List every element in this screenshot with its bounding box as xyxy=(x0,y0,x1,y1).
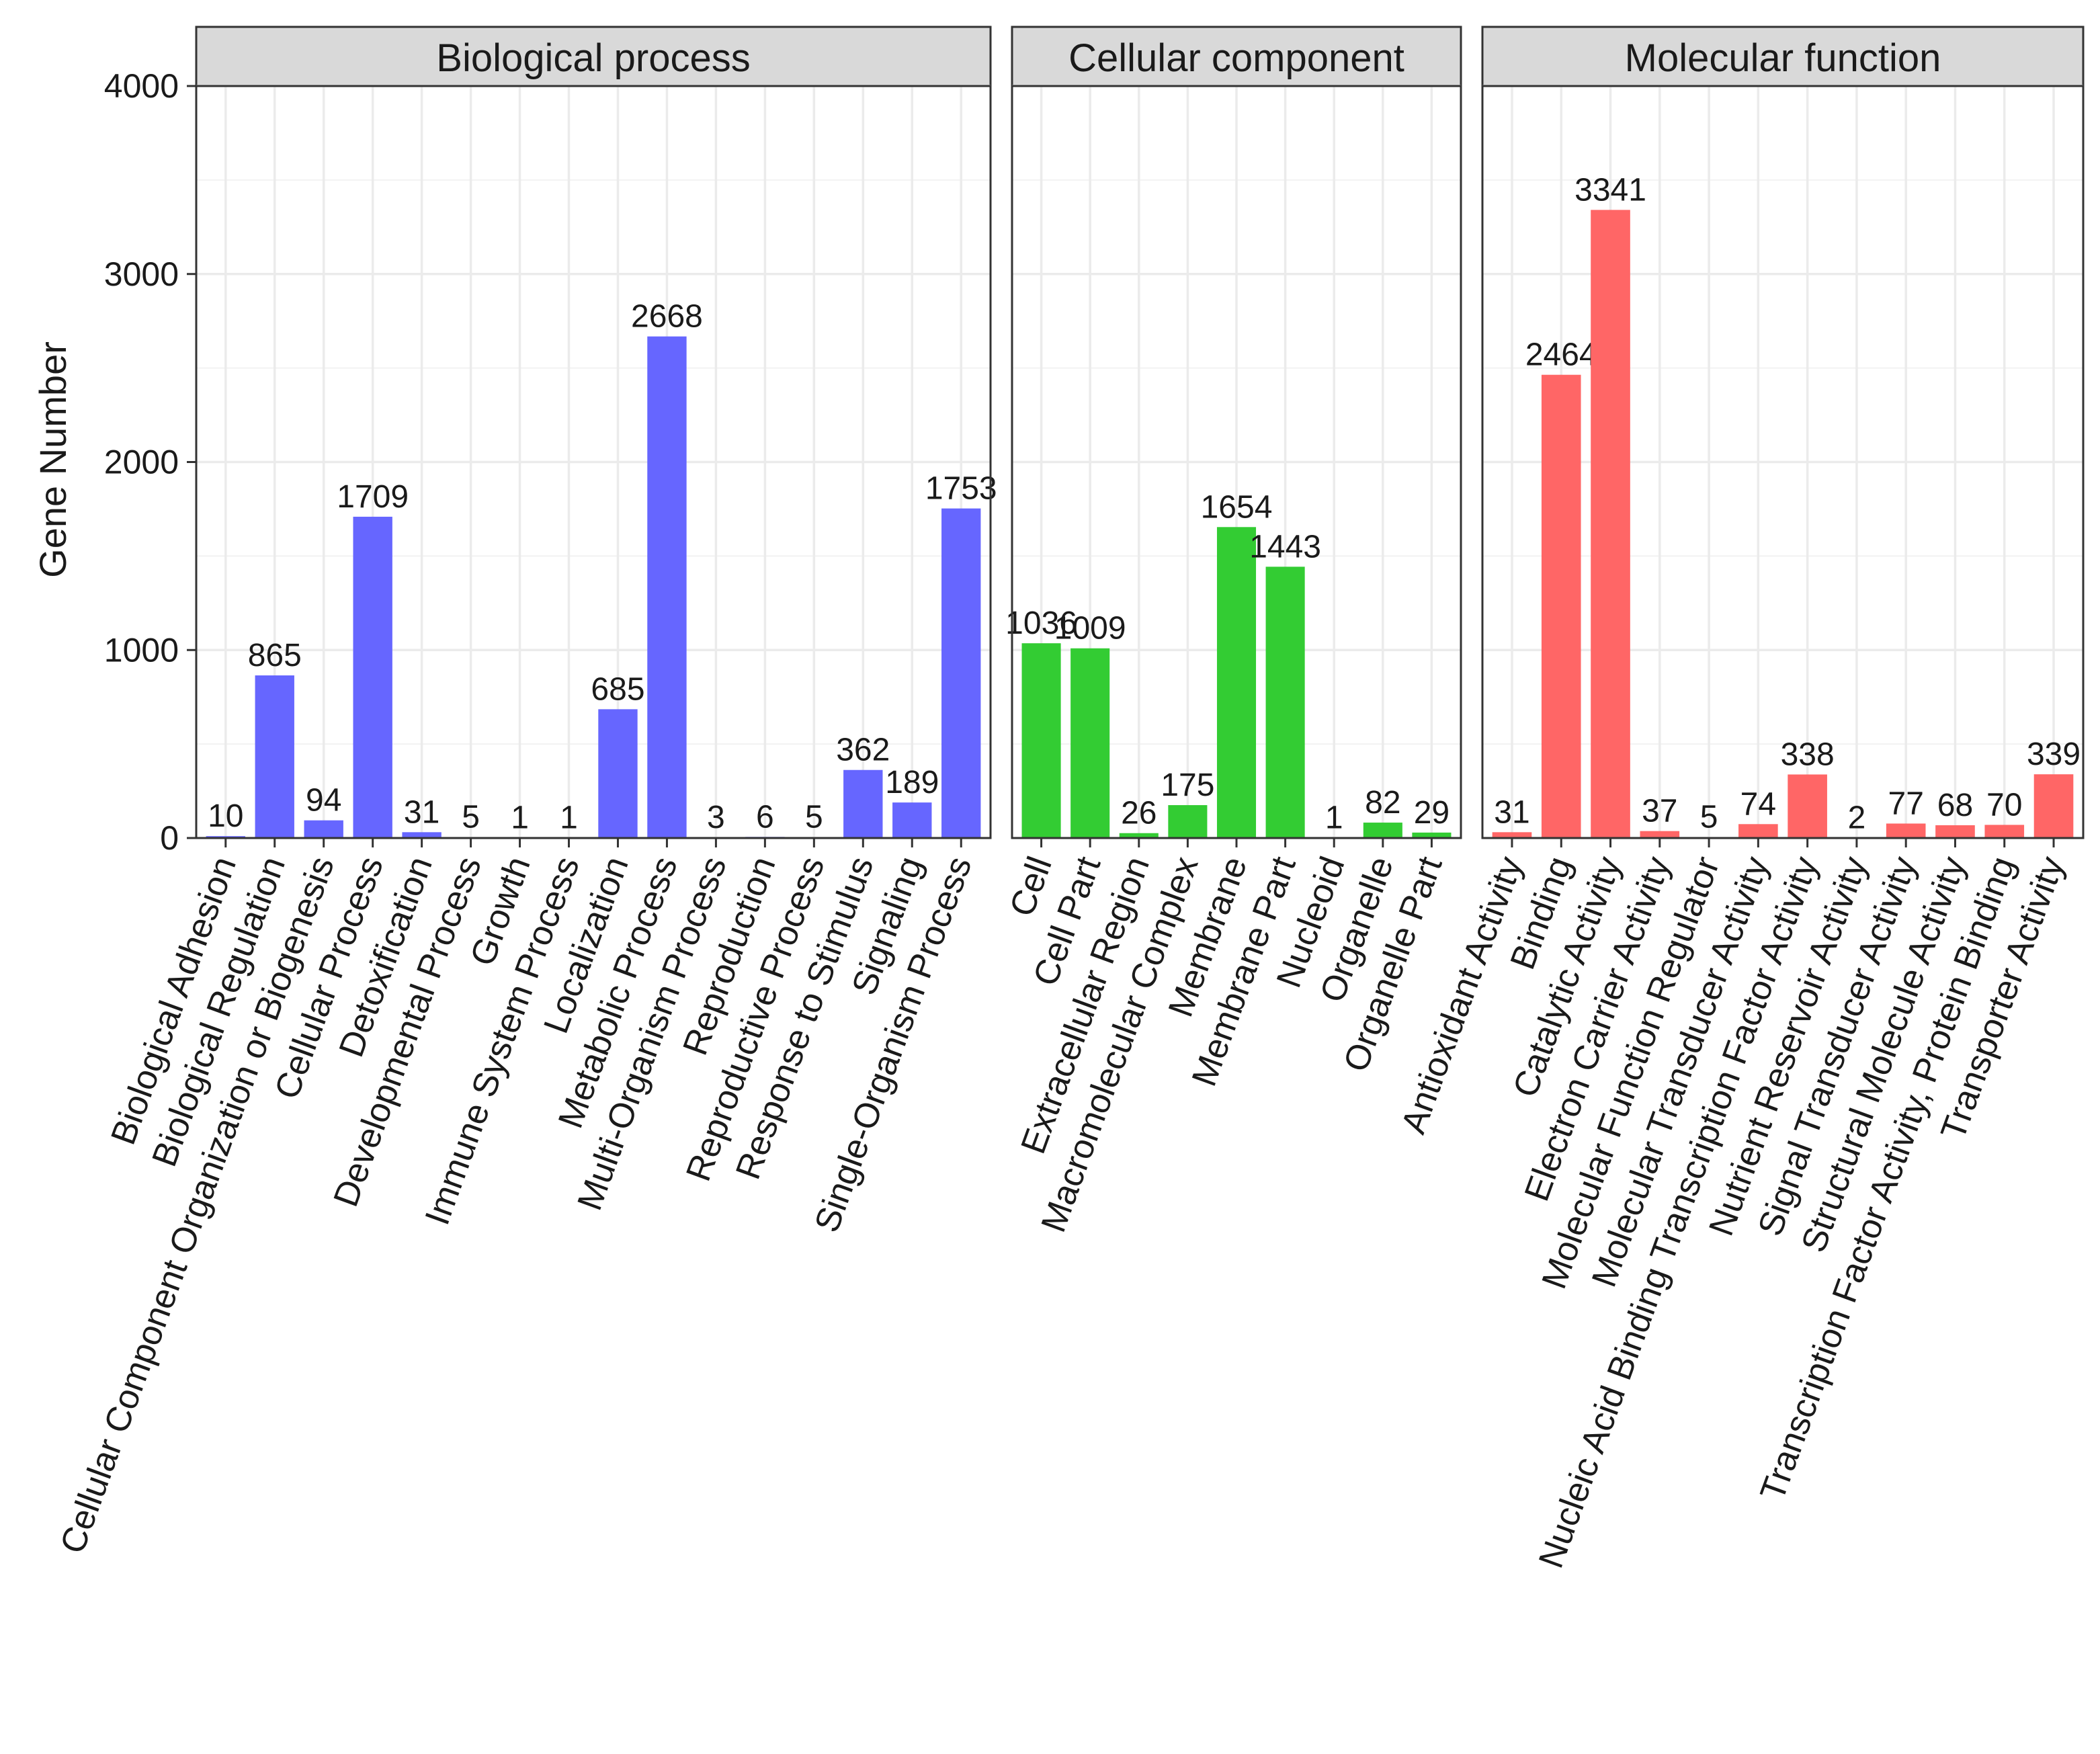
bar-signaling xyxy=(892,802,932,838)
value-label-single-organism-process: 1753 xyxy=(925,471,997,507)
facet-strip-label: Molecular function xyxy=(1625,36,1941,80)
value-label-transporter-activity: 339 xyxy=(2027,737,2081,772)
value-label-response-to-stimulus: 362 xyxy=(836,733,890,768)
bar-binding xyxy=(1541,374,1581,838)
bar-membrane-part xyxy=(1265,567,1305,838)
value-label-structural-molecule-activity: 68 xyxy=(1937,788,1973,823)
value-label-cell: 1036 xyxy=(1005,605,1077,641)
value-label-cellular-process: 1709 xyxy=(337,479,409,515)
bar-metabolic-process xyxy=(647,336,687,838)
value-label-membrane: 1654 xyxy=(1201,489,1273,525)
bar-response-to-stimulus xyxy=(843,769,883,838)
value-label-extracellular-region: 26 xyxy=(1121,796,1157,831)
value-label-multi-organism-process: 3 xyxy=(707,800,725,835)
bar-single-organism-process xyxy=(941,508,981,838)
value-label-cell-part: 1009 xyxy=(1054,611,1126,646)
bar-cellular-process xyxy=(353,516,392,838)
bar-extracellular-region xyxy=(1119,833,1159,838)
value-label-growth: 1 xyxy=(511,800,529,836)
bar-transporter-activity xyxy=(2033,774,2074,838)
y-axis-title: Gene Number xyxy=(32,341,74,578)
value-label-molecular-function-regulator: 5 xyxy=(1700,800,1718,835)
bar-nucleic-acid-binding-transcription-factor-activity xyxy=(1788,774,1827,838)
facet-strip xyxy=(195,26,992,87)
value-label-nucleic-acid-binding-transcription-factor-activity: 338 xyxy=(1781,737,1835,772)
bar-cellular-component-organization-or-biogenesis xyxy=(304,820,343,838)
value-label-electron-carrier-activity: 37 xyxy=(1642,794,1677,829)
bar-transcription-factor-activity-protein-binding xyxy=(1984,825,2025,838)
value-label-antioxidant-activity: 31 xyxy=(1494,794,1529,830)
y-tick-label: 3000 xyxy=(104,255,179,293)
bar-catalytic-activity xyxy=(1591,210,1630,839)
bar-localization xyxy=(598,709,638,838)
value-label-organelle: 82 xyxy=(1365,785,1400,821)
value-label-binding: 2464 xyxy=(1525,337,1597,373)
value-label-detoxification: 31 xyxy=(404,794,439,830)
value-label-transcription-factor-activity-protein-binding: 70 xyxy=(1986,787,2022,823)
value-label-nucleoid: 1 xyxy=(1325,800,1343,836)
value-label-metabolic-process: 2668 xyxy=(631,299,703,335)
bar-membrane xyxy=(1216,527,1257,838)
bar-signal-transducer-activity xyxy=(1886,823,1926,838)
y-tick-label: 2000 xyxy=(104,444,179,481)
bar-macromolecular-complex xyxy=(1168,805,1208,838)
value-label-biological-regulation: 865 xyxy=(248,638,302,673)
bar-organelle-part xyxy=(1412,832,1452,838)
bar-molecular-transducer-activity xyxy=(1738,824,1778,838)
facet-strip-label: Cellular component xyxy=(1068,36,1404,80)
value-label-reproduction: 6 xyxy=(756,799,774,835)
bar-cell-part xyxy=(1070,648,1110,838)
value-label-developmental-process: 5 xyxy=(462,800,480,835)
panel-border xyxy=(195,85,992,839)
value-label-signaling: 189 xyxy=(885,765,939,800)
value-label-biological-adhesion: 10 xyxy=(208,798,243,834)
bar-structural-molecule-activity xyxy=(1935,825,1975,838)
bar-biological-regulation xyxy=(255,675,294,838)
y-tick-label: 1000 xyxy=(104,631,179,669)
y-axis: 0 1000 2000 3000 4000 xyxy=(104,67,196,857)
y-tick-label: 4000 xyxy=(104,67,179,105)
bar-electron-carrier-activity xyxy=(1640,831,1680,838)
value-label-molecular-transducer-activity: 74 xyxy=(1740,786,1776,822)
value-label-reproductive-process: 5 xyxy=(805,800,823,835)
bar-detoxification xyxy=(402,832,442,838)
panel-border xyxy=(1481,85,2085,839)
value-label-macromolecular-complex: 175 xyxy=(1161,767,1214,803)
value-label-localization: 685 xyxy=(591,671,644,707)
value-label-immune-system-process: 1 xyxy=(560,800,578,836)
bar-cell xyxy=(1021,643,1061,838)
bar-organelle xyxy=(1363,823,1402,838)
value-label-nutrient-reservoir-activity: 2 xyxy=(1848,800,1866,835)
bar-antioxidant-activity xyxy=(1492,832,1532,838)
value-label-organelle-part: 29 xyxy=(1414,795,1450,831)
value-label-catalytic-activity: 3341 xyxy=(1574,172,1646,208)
y-tick-label: 0 xyxy=(160,819,179,857)
value-label-membrane-part: 1443 xyxy=(1249,529,1321,565)
facet-strip-label: Biological process xyxy=(436,36,750,80)
value-label-signal-transducer-activity: 77 xyxy=(1888,786,1924,821)
value-label-cellular-component-organization-or-biogenesis: 94 xyxy=(306,783,341,819)
